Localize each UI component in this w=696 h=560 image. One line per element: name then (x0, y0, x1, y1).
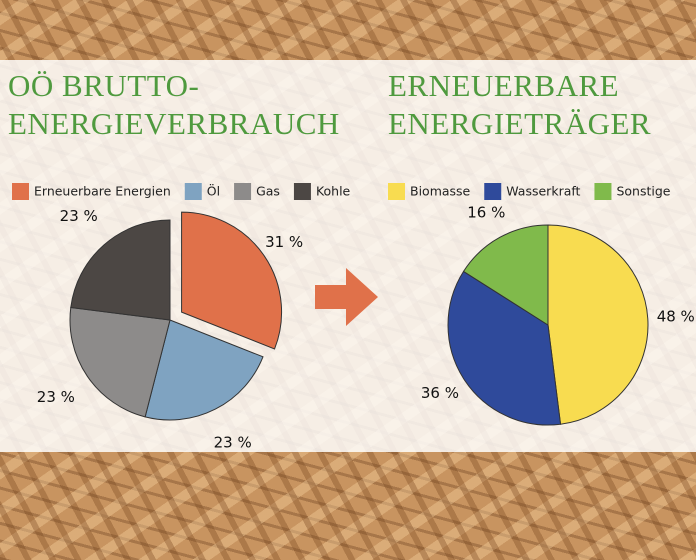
arrow (315, 268, 378, 326)
legend-label: Biomasse (410, 184, 471, 199)
legend-label: Erneuerbare Energien (34, 184, 171, 199)
chart-title: ENERGIETRÄGER (388, 106, 651, 141)
data-label: 48 % (657, 307, 695, 325)
data-label: 23 % (214, 433, 252, 451)
legend-label: Öl (207, 183, 220, 199)
legend-swatch (12, 183, 29, 200)
chart-title: ENERGIEVERBRAUCH (8, 106, 340, 141)
legend-label: Sonstige (616, 184, 670, 199)
data-label: 36 % (421, 384, 459, 402)
legend-label: Kohle (316, 184, 351, 199)
chart-title: ERNEUERBARE (388, 68, 619, 103)
pie-slice (547, 224, 649, 425)
pie-slice (144, 319, 264, 421)
pie-slice (69, 306, 171, 418)
chart-title: OÖ BRUTTO- (8, 68, 199, 103)
pie-slice (70, 219, 171, 321)
data-label: 23 % (37, 388, 75, 406)
legend-swatch (484, 183, 502, 200)
legend-swatch (234, 183, 252, 200)
pie-slice (181, 211, 283, 350)
pie-slice (462, 224, 549, 326)
legend-swatch (388, 183, 405, 200)
legend-label: Wasserkraft (506, 184, 580, 199)
data-label: 23 % (60, 207, 98, 225)
data-label: 31 % (265, 233, 303, 251)
legend-swatch (293, 183, 311, 200)
pie-slice (447, 270, 562, 426)
legend-swatch (594, 183, 612, 200)
legend-label: Gas (256, 184, 280, 199)
data-label: 16 % (467, 203, 505, 221)
legend-swatch (184, 183, 202, 200)
